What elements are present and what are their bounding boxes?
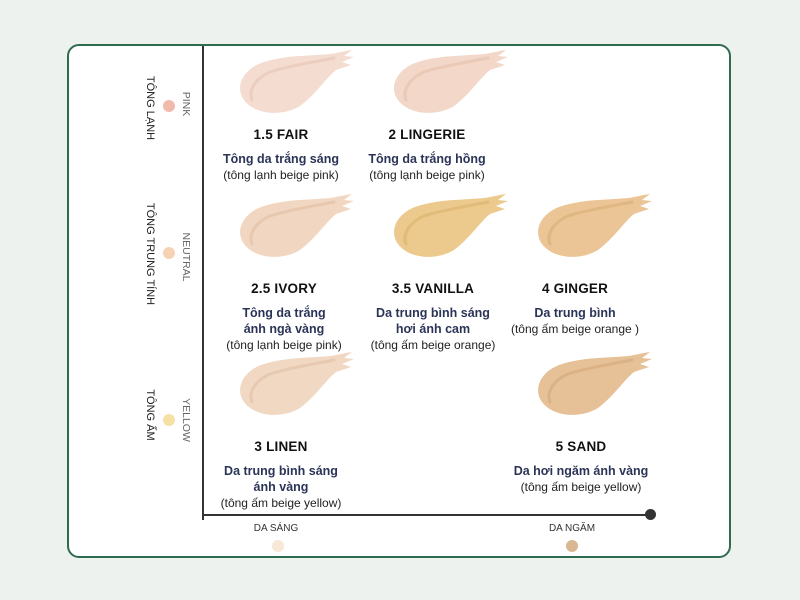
- shade-tone: (tông lạnh beige pink): [226, 338, 342, 352]
- shade-2-5-ivory: 2.5 IVORY Tông da trắng ánh ngà vàng (tông …: [226, 281, 341, 353]
- shade-name: 3.5 VANILLA: [391, 281, 475, 296]
- shade-name: 3 LINEN: [254, 439, 308, 454]
- swatch-2-5-ivory: [230, 192, 360, 262]
- chart-card: [67, 44, 731, 558]
- shade-description: Da hơi ngăm ánh vàng: [513, 464, 649, 478]
- shade-name: 4 GINGER: [541, 281, 609, 296]
- shade-description: Tông da trắng hồng: [368, 152, 486, 166]
- shade-tone: (tông ấm beige orange): [370, 338, 496, 352]
- shade-name: 2 LINGERIE: [388, 127, 466, 142]
- shade-description: hơi ánh cam: [395, 322, 471, 336]
- swatch-2-lingerie: [384, 48, 514, 118]
- swatch-3-5-vanilla: [384, 192, 514, 262]
- swatch-5-sand: [528, 350, 658, 420]
- y-dot-yellow: [163, 414, 175, 426]
- shade-tone: (tông ấm beige yellow): [520, 480, 642, 494]
- shade-1-5-fair: 1.5 FAIR Tông da trắng sáng (tông lạnh bei…: [223, 127, 339, 183]
- y-axis-line: [202, 46, 204, 520]
- y-side-label-pink: PINK: [180, 91, 192, 117]
- swatch-3-linen: [230, 350, 360, 420]
- y-group-label-warm: TÔNG ẤM: [144, 389, 156, 441]
- swatch-4-ginger: [528, 192, 658, 262]
- shade-tone: (tông ấm beige yellow): [220, 496, 342, 510]
- x-dot-light: [272, 540, 284, 552]
- x-dot-dark: [566, 540, 578, 552]
- shade-description: Da trung bình sáng: [224, 464, 338, 478]
- y-group-label-cool: TÔNG LẠNH: [144, 75, 156, 141]
- shade-3-linen: 3 LINEN Da trung bình sáng ánh vàng (tông ấ…: [221, 439, 342, 511]
- y-side-label-yellow: YELLOW: [180, 398, 192, 442]
- shade-2-lingerie: 2 LINGERIE Tông da trắng hồng (tông lạnh b…: [368, 127, 485, 183]
- shade-name: 5 SAND: [555, 439, 607, 454]
- shade-description: Tông da trắng: [242, 306, 326, 320]
- x-axis-line: [202, 514, 650, 516]
- shade-tone: (tông ấm beige orange ): [510, 322, 640, 336]
- x-label-light: DA SÁNG: [253, 523, 299, 534]
- shade-name: 2.5 IVORY: [251, 281, 317, 296]
- shade-description: ánh vàng: [253, 480, 309, 494]
- x-axis-end-dot: [645, 509, 656, 520]
- y-dot-pink: [163, 100, 175, 112]
- y-group-label-neutral: TÔNG TRUNG TÍNH: [144, 202, 156, 306]
- x-label-dark: DA NGĂM: [548, 523, 596, 534]
- shade-3-5-vanilla: 3.5 VANILLA Da trung bình sáng hơi ánh cam…: [371, 281, 496, 353]
- shade-description: Da trung bình sáng: [376, 306, 490, 320]
- shade-description: Da trung bình: [534, 306, 616, 320]
- y-dot-neutral: [163, 247, 175, 259]
- swatch-1-5-fair: [230, 48, 360, 118]
- shade-4-ginger: 4 GINGER Da trung bình (tông ấm beige oran…: [511, 281, 639, 337]
- shade-tone: (tông lạnh beige pink): [369, 168, 485, 182]
- y-side-label-neutral: NEUTRAL: [180, 232, 192, 282]
- shade-5-sand: 5 SAND Da hơi ngăm ánh vàng (tông ấm beige…: [514, 439, 649, 495]
- shade-description: ánh ngà vàng: [243, 322, 325, 336]
- shade-name: 1.5 FAIR: [253, 127, 309, 142]
- shade-description: Tông da trắng sáng: [223, 152, 339, 166]
- shade-tone: (tông lạnh beige pink): [223, 168, 339, 182]
